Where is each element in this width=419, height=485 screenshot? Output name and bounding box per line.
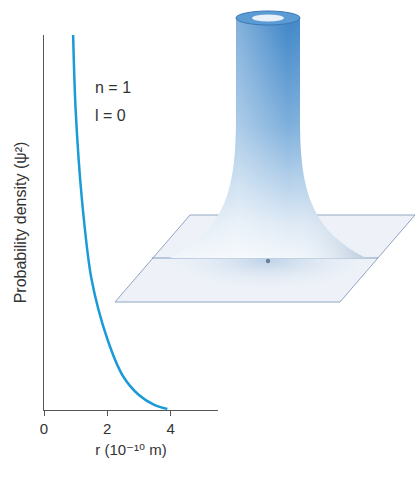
svg-text:2: 2 — [103, 420, 111, 437]
svg-text:n = 1: n = 1 — [95, 79, 131, 96]
svg-text:0: 0 — [40, 420, 48, 437]
svg-text:l = 0: l = 0 — [95, 107, 126, 124]
svg-text:4: 4 — [166, 420, 174, 437]
svg-text:Probability density (ψ²): Probability density (ψ²) — [12, 142, 29, 304]
svg-text:r (10⁻¹⁰ m): r (10⁻¹⁰ m) — [95, 441, 166, 458]
